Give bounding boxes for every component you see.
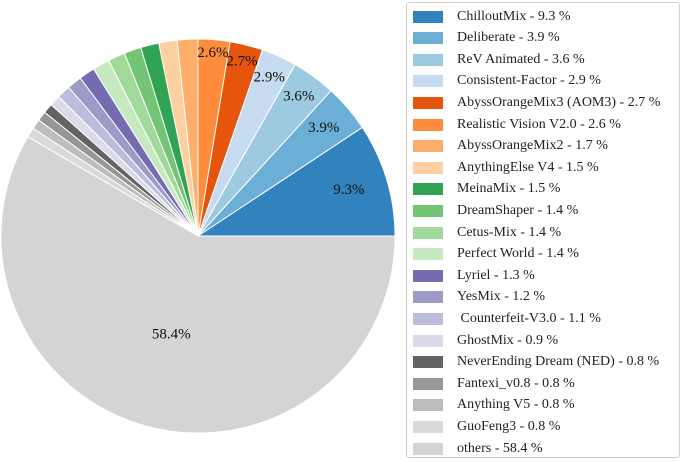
legend-swatch <box>413 399 443 412</box>
legend-label: Lyriel - 1.3 % <box>457 267 535 283</box>
legend-item: GuoFeng3 - 0.8 % <box>413 416 560 437</box>
pie-percent-labels: 9.3% 3.9% 3.6% 2.9%2.7%2.6% 58.4% <box>152 45 365 342</box>
legend-swatch <box>413 183 443 196</box>
legend-item: YesMix - 1.2 % <box>413 287 545 308</box>
legend-item: AbyssOrangeMix2 - 1.7 % <box>413 136 608 157</box>
legend-item: Anything V5 - 0.8 % <box>413 395 575 416</box>
pie-percent-label: 58.4% <box>152 326 191 342</box>
legend-label: Fantexi_v0.8 - 0.8 % <box>457 375 575 391</box>
legend-label: Anything V5 - 0.8 % <box>457 397 575 413</box>
pie-chart: 9.3% 3.9% 3.6% 2.9%2.7%2.6% 58.4% <box>0 38 396 434</box>
legend-swatch <box>413 53 443 66</box>
legend-swatch <box>413 248 443 261</box>
legend-label: Perfect World - 1.4 % <box>457 246 579 262</box>
legend-label: Counterfeit-V3.0 - 1.1 % <box>457 310 601 326</box>
legend-swatch <box>413 312 443 325</box>
legend-item: AnythingElse V4 - 1.5 % <box>413 157 599 178</box>
pie-percent-label: 3.6% <box>283 89 314 105</box>
legend-label: DreamShaper - 1.4 % <box>457 202 579 218</box>
legend-item: ReV Animated - 3.6 % <box>413 49 585 70</box>
legend-swatch <box>413 118 443 131</box>
legend-item: Realistic Vision V2.0 - 2.6 % <box>413 114 621 135</box>
legend-swatch <box>413 420 443 433</box>
legend-item: NeverEnding Dream (NED) - 0.8 % <box>413 352 659 373</box>
legend-label: Consistent-Factor - 2.9 % <box>457 73 601 89</box>
legend-swatch <box>413 161 443 174</box>
legend-label: ReV Animated - 3.6 % <box>457 51 585 67</box>
legend-swatch <box>413 356 443 369</box>
legend: ChilloutMix - 9.3 % Deliberate - 3.9 % ReV… <box>406 2 680 458</box>
legend-item: DreamShaper - 1.4 % <box>413 200 578 221</box>
legend-label: AnythingElse V4 - 1.5 % <box>457 159 599 175</box>
legend-item: AbyssOrangeMix3 (AOM3) - 2.7 % <box>413 92 660 113</box>
legend-label: MeinaMix - 1.5 % <box>457 181 561 197</box>
legend-label: Cetus-Mix - 1.4 % <box>457 224 562 240</box>
pie-percent-label: 2.7% <box>226 54 257 70</box>
pie-slices <box>0 38 396 434</box>
legend-item: others - 58.4 % <box>413 438 543 459</box>
legend-item: MeinaMix - 1.5 % <box>413 179 560 200</box>
pie-percent-label: 2.6% <box>197 45 228 61</box>
legend-label: ChilloutMix - 9.3 % <box>457 8 571 24</box>
legend-swatch <box>413 10 443 23</box>
legend-label: NeverEnding Dream (NED) - 0.8 % <box>457 354 660 370</box>
legend-label: YesMix - 1.2 % <box>457 289 546 305</box>
legend-swatch <box>413 204 443 217</box>
legend-label: AbyssOrangeMix2 - 1.7 % <box>457 138 608 154</box>
legend-item: Fantexi_v0.8 - 0.8 % <box>413 373 575 394</box>
pie-percent-label: 3.9% <box>308 120 339 136</box>
legend-swatch <box>413 140 443 153</box>
legend-swatch <box>413 377 443 390</box>
pie-slice-others <box>0 136 396 434</box>
legend-swatch <box>413 269 443 282</box>
legend-item: Cetus-Mix - 1.4 % <box>413 222 561 243</box>
pie-percent-label: 2.9% <box>254 69 285 85</box>
legend-label: Realistic Vision V2.0 - 2.6 % <box>457 116 621 132</box>
legend-item: Lyriel - 1.3 % <box>413 265 535 286</box>
legend-item: GhostMix - 0.9 % <box>413 330 558 351</box>
legend-label: GuoFeng3 - 0.8 % <box>457 418 561 434</box>
legend-swatch <box>413 442 443 455</box>
legend-label: Deliberate - 3.9 % <box>457 30 560 46</box>
legend-label: GhostMix - 0.9 % <box>457 332 559 348</box>
legend-item: Consistent-Factor - 2.9 % <box>413 71 601 92</box>
legend-item: Perfect World - 1.4 % <box>413 244 579 265</box>
legend-swatch <box>413 75 443 88</box>
legend-swatch <box>413 96 443 109</box>
pie-slice-chilloutmix <box>196 126 396 237</box>
legend-swatch <box>413 226 443 239</box>
legend-item: ChilloutMix - 9.3 % <box>413 6 571 27</box>
legend-item: Deliberate - 3.9 % <box>413 28 560 49</box>
legend-swatch <box>413 32 443 45</box>
pie-percent-label: 9.3% <box>333 182 364 198</box>
legend-label: AbyssOrangeMix3 (AOM3) - 2.7 % <box>457 94 661 110</box>
legend-label: others - 58.4 % <box>457 440 543 456</box>
legend-item: Counterfeit-V3.0 - 1.1 % <box>413 308 601 329</box>
legend-swatch <box>413 334 443 347</box>
legend-swatch <box>413 291 443 304</box>
